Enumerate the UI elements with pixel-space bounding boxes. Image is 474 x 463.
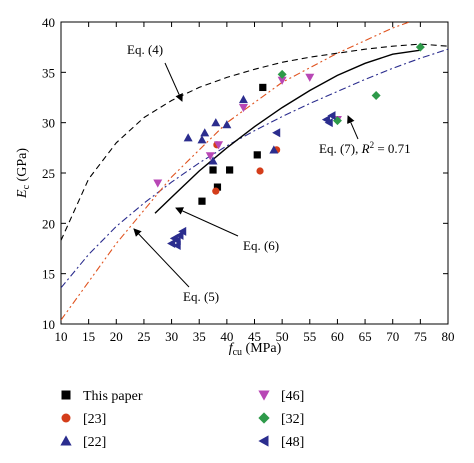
point-triangle-down bbox=[214, 141, 224, 150]
annotation-eq4: Eq. (4) bbox=[127, 42, 183, 102]
x-tick-label: 30 bbox=[165, 329, 178, 344]
x-tick-label: 35 bbox=[193, 329, 206, 344]
point-square bbox=[213, 183, 222, 191]
point-triangle-left bbox=[178, 226, 187, 236]
y-tick-label: 25 bbox=[42, 166, 55, 181]
legend-label: [46] bbox=[281, 389, 304, 404]
legend-item: [22] bbox=[60, 435, 106, 450]
point-triangle-down bbox=[305, 73, 315, 82]
point-square bbox=[253, 151, 261, 159]
x-tick-label: 20 bbox=[110, 329, 123, 344]
x-tick-label: 55 bbox=[303, 329, 316, 344]
point-triangle-up bbox=[238, 95, 248, 104]
annotation-eq6-arrow bbox=[175, 207, 239, 237]
point-diamond bbox=[371, 90, 381, 100]
legend-marker-triangle-down bbox=[258, 390, 270, 401]
legend-item: [46] bbox=[258, 389, 304, 404]
x-tick-label: 65 bbox=[359, 329, 372, 344]
legend-marker-circle bbox=[61, 413, 71, 423]
x-tick-label: 40 bbox=[220, 329, 233, 344]
curve-dashdot bbox=[61, 48, 448, 289]
point-triangle-up bbox=[269, 145, 279, 154]
point-square bbox=[198, 197, 206, 205]
point-triangle-left bbox=[324, 118, 333, 128]
annotation-eq5-arrow bbox=[133, 228, 190, 288]
x-axis-label: fcu (MPa) bbox=[229, 341, 282, 358]
legend-label: [22] bbox=[83, 435, 106, 450]
point-square bbox=[209, 166, 217, 174]
x-tick-label: 70 bbox=[386, 329, 399, 344]
curve-solid bbox=[154, 49, 421, 214]
legend-marker-triangle-up bbox=[60, 435, 72, 446]
plot-frame bbox=[60, 21, 449, 325]
y-axis-label: Ec (GPa) bbox=[15, 148, 32, 199]
curve-dashed bbox=[61, 43, 448, 241]
point-diamond bbox=[415, 42, 425, 52]
y-tick-label: 15 bbox=[42, 267, 55, 282]
point-triangle-up bbox=[197, 135, 207, 144]
point-triangle-up bbox=[211, 118, 221, 127]
annotation-eq6: Eq. (6) bbox=[175, 207, 279, 253]
point-triangle-up bbox=[208, 156, 218, 165]
data-points bbox=[153, 42, 425, 250]
x-tick-label: 25 bbox=[137, 329, 150, 344]
y-tick-label: 35 bbox=[42, 65, 55, 80]
point-triangle-down bbox=[205, 152, 215, 161]
x-tick-label: 50 bbox=[276, 329, 289, 344]
point-triangle-down bbox=[153, 179, 163, 188]
legend-marker-triangle-left bbox=[258, 435, 269, 447]
legend-item: [32] bbox=[258, 412, 304, 427]
annotation-eq6-label: Eq. (6) bbox=[243, 238, 279, 253]
x-tick-label: 45 bbox=[248, 329, 261, 344]
annotation-eq5-label: Eq. (5) bbox=[183, 289, 219, 304]
y-tick-label: 40 bbox=[42, 15, 55, 30]
legend-item: This paper bbox=[61, 389, 143, 404]
annotation-eq5: Eq. (5) bbox=[133, 228, 219, 304]
y-axis-ticks: 10 15 20 25 30 35 40 bbox=[42, 15, 448, 332]
point-triangle-up bbox=[200, 128, 210, 137]
point-triangle-down bbox=[277, 76, 287, 85]
point-triangle-left bbox=[272, 128, 281, 138]
y-tick-label: 30 bbox=[42, 116, 55, 131]
legend-item: [23] bbox=[61, 412, 106, 427]
annotation-eq7-label: Eq. (7), R2 = 0.71 bbox=[319, 140, 411, 156]
legend-label: [23] bbox=[83, 412, 106, 427]
annotation-eq4-arrow bbox=[164, 62, 183, 102]
legend-label: [48] bbox=[281, 435, 304, 450]
annotation-eq7-arrow bbox=[347, 115, 359, 140]
legend-marker-diamond bbox=[258, 412, 270, 424]
point-triangle-down bbox=[238, 103, 248, 113]
x-tick-label: 75 bbox=[414, 329, 427, 344]
y-tick-label: 20 bbox=[42, 216, 55, 231]
point-triangle-up bbox=[183, 133, 193, 142]
fit-curves bbox=[61, 22, 448, 321]
point-circle bbox=[256, 167, 264, 175]
annotation-eq7: Eq. (7), R2 = 0.71 bbox=[319, 115, 411, 156]
x-axis-ticks: 10 15 20 25 30 35 40 45 50 55 60 65 70 75 80 bbox=[55, 22, 455, 344]
point-square bbox=[226, 166, 234, 174]
x-tick-label: 60 bbox=[331, 329, 344, 344]
legend-label: This paper bbox=[83, 389, 143, 404]
point-diamond bbox=[277, 69, 287, 79]
point-square bbox=[259, 83, 267, 92]
legend-label: [32] bbox=[281, 412, 304, 427]
x-tick-label: 15 bbox=[82, 329, 95, 344]
annotation-eq4-label: Eq. (4) bbox=[127, 42, 163, 57]
legend-item: [48] bbox=[258, 435, 304, 450]
point-triangle-left bbox=[327, 111, 336, 121]
x-tick-label: 80 bbox=[442, 329, 455, 344]
y-tick-label: 10 bbox=[42, 317, 55, 332]
legend: This paper [23] [22] [46] [32] [48] bbox=[60, 389, 304, 450]
x-tick-label: 10 bbox=[55, 329, 68, 344]
point-triangle-left bbox=[172, 240, 181, 250]
point-circle bbox=[212, 187, 220, 195]
legend-marker-square bbox=[61, 390, 71, 400]
point-triangle-up bbox=[222, 120, 232, 129]
